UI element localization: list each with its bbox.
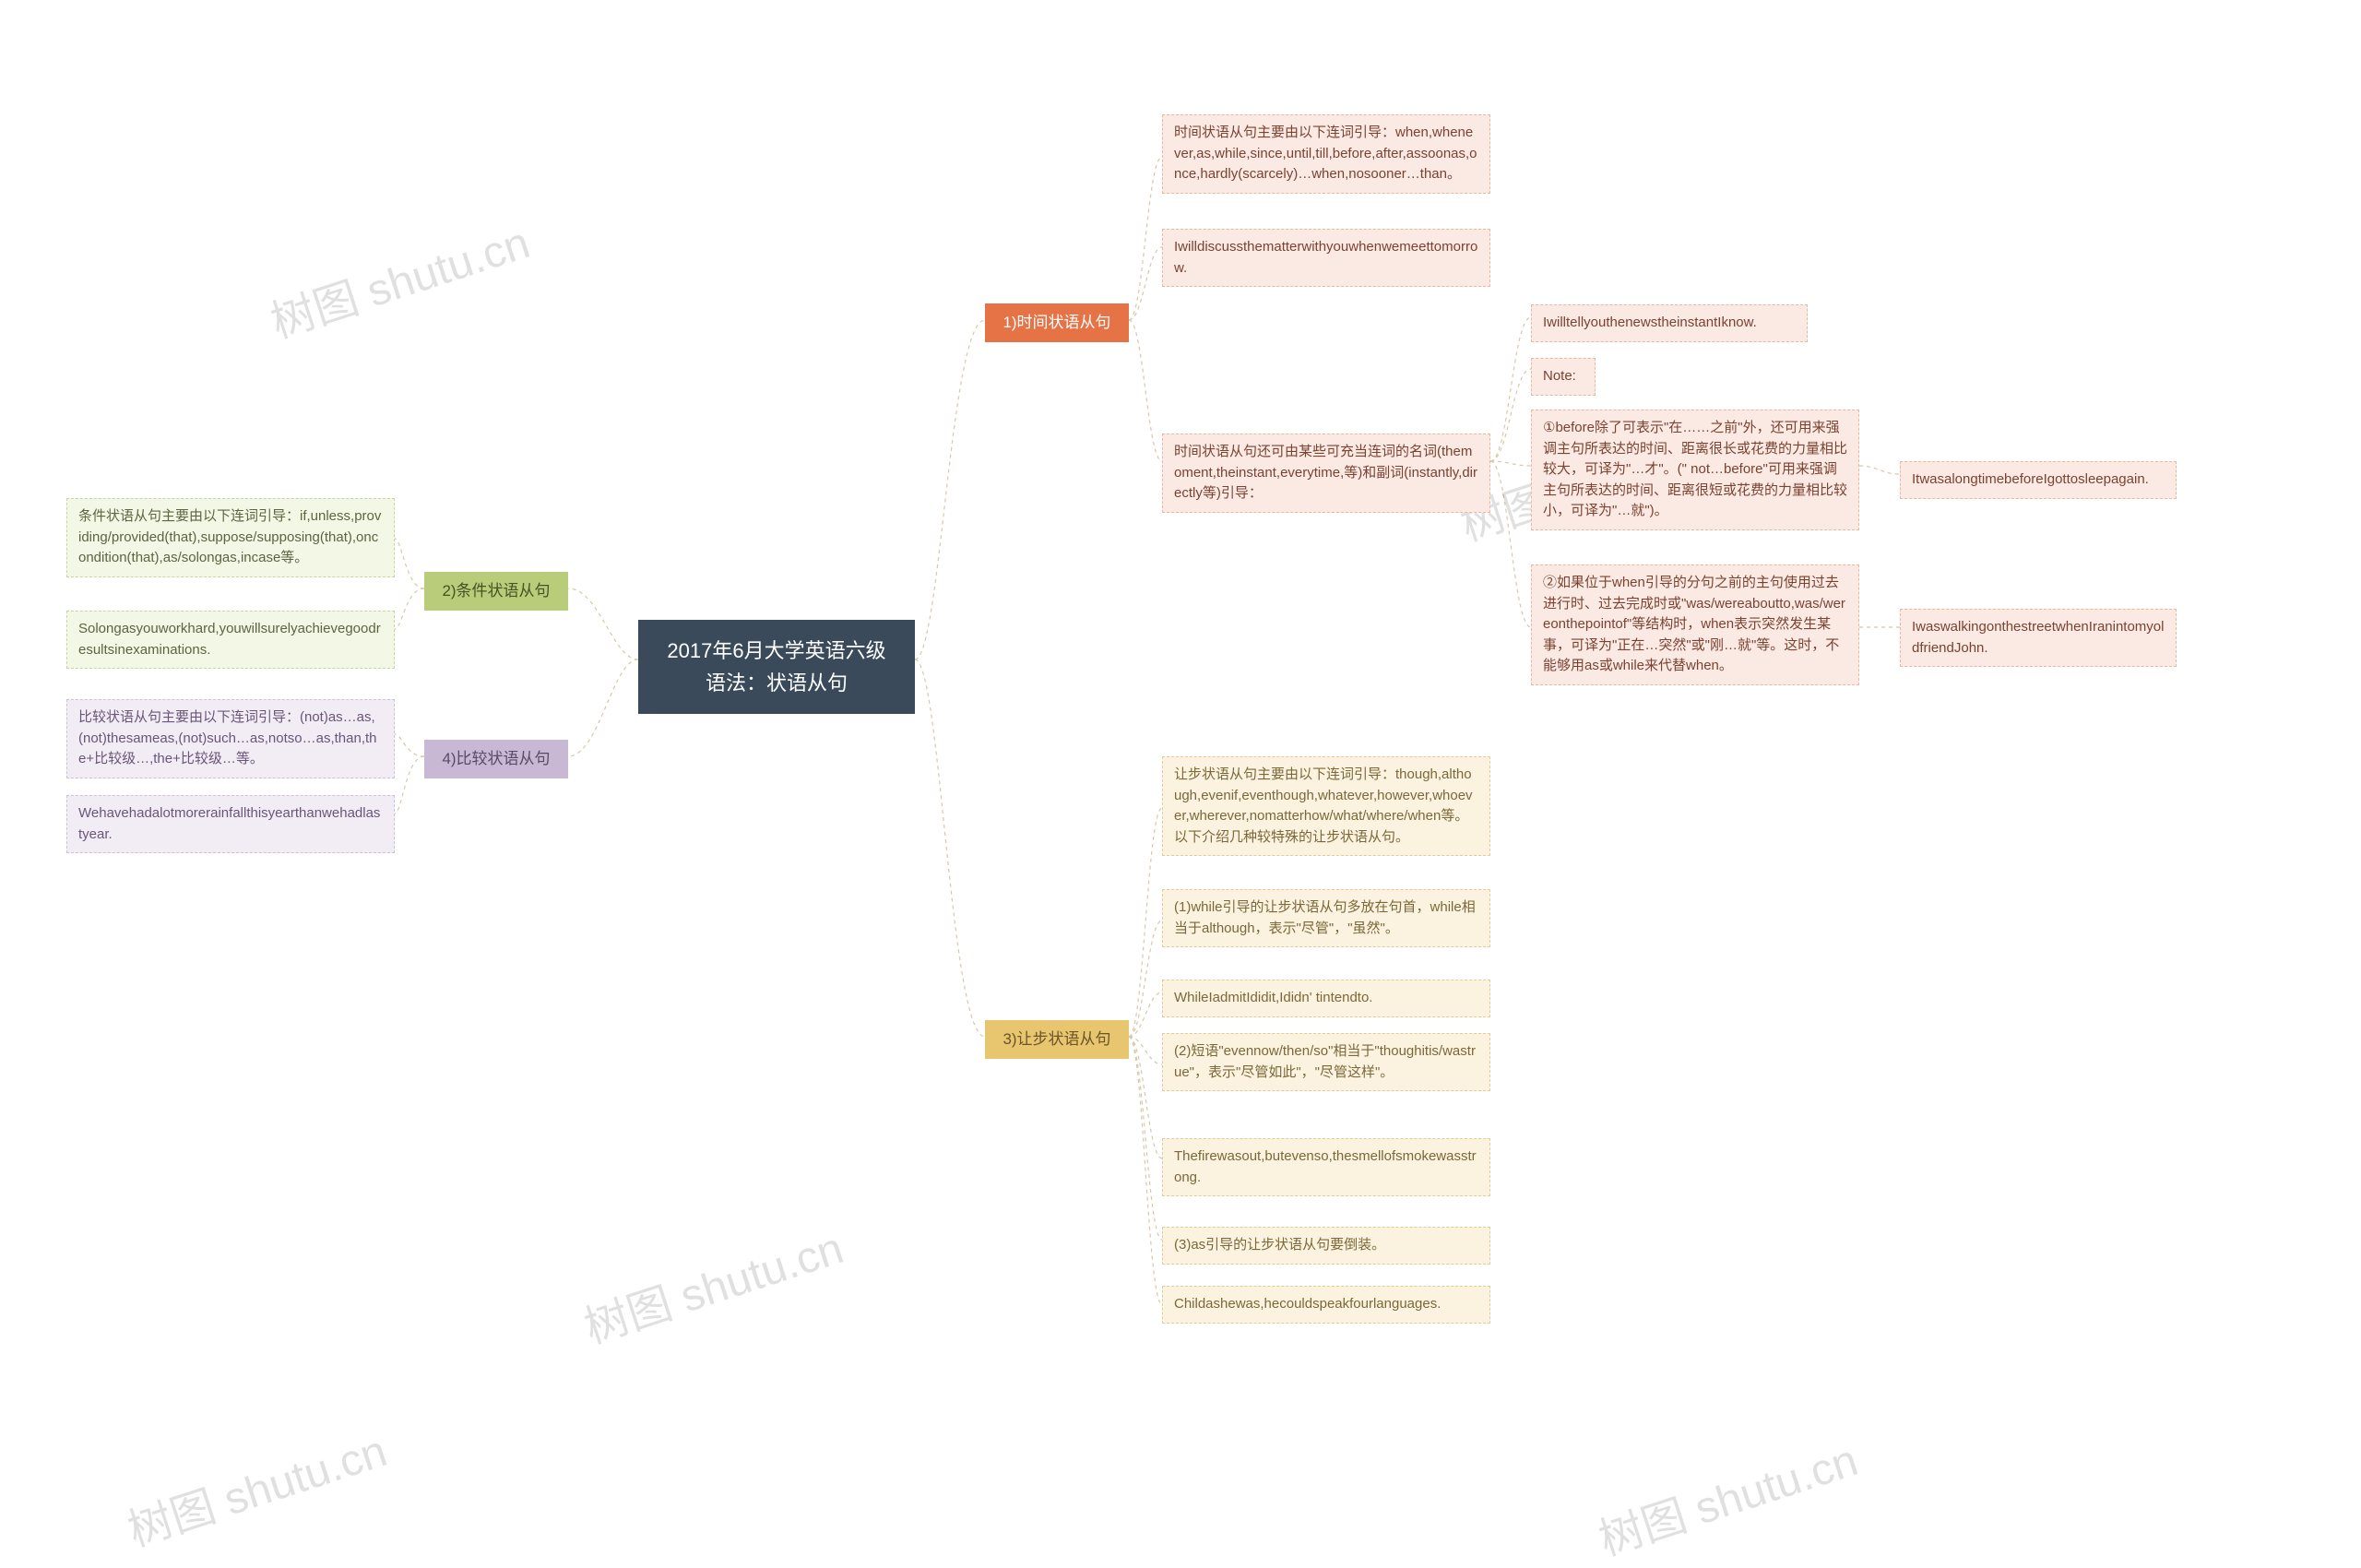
- leaf-time-intro: 时间状语从句主要由以下连词引导：when,whenever,as,while,s…: [1162, 114, 1490, 194]
- watermark: 树图 shutu.cn: [118, 1415, 393, 1559]
- root-node: 2017年6月大学英语六级语法：状语从句: [638, 620, 915, 714]
- leaf-time-before: ①before除了可表示"在……之前"外，还可用来强调主句所表达的时间、距离很长…: [1531, 410, 1859, 530]
- branch-concession: 3)让步状语从句: [985, 1020, 1129, 1059]
- leaf-conc-as-ex: Childashewas,hecouldspeakfourlanguages.: [1162, 1286, 1490, 1324]
- branch-comparison: 4)比较状语从句: [424, 740, 568, 778]
- leaf-time-when-ex: IwaswalkingonthestreetwhenIranintomyoldf…: [1900, 609, 2177, 667]
- branch-condition: 2)条件状语从句: [424, 572, 568, 611]
- watermark: 树图 shutu.cn: [261, 207, 536, 350]
- leaf-time-before-ex: ItwasalongtimebeforeIgottosleepagain.: [1900, 461, 2177, 499]
- watermark: 树图 shutu.cn: [575, 1212, 849, 1356]
- leaf-conc-even: (2)短语"evennow/then/so"相当于"thoughitis/was…: [1162, 1033, 1490, 1091]
- leaf-time-ex1: Iwilldiscussthematterwithyouwhenwemeetto…: [1162, 229, 1490, 287]
- leaf-comp-intro: 比较状语从句主要由以下连词引导：(not)as…as,(not)thesamea…: [66, 699, 395, 778]
- leaf-comp-ex: Wehavehadalotmorerainfallthisyearthanweh…: [66, 795, 395, 853]
- leaf-conc-while-ex: WhileIadmitIdidit,Ididn' tintendto.: [1162, 980, 1490, 1017]
- leaf-time-when: ②如果位于when引导的分句之前的主句使用过去进行时、过去完成时或"was/we…: [1531, 564, 1859, 685]
- branch-time: 1)时间状语从句: [985, 303, 1129, 342]
- leaf-cond-intro: 条件状语从句主要由以下连词引导：if,unless,providing/prov…: [66, 498, 395, 577]
- watermark: 树图 shutu.cn: [1589, 1424, 1864, 1568]
- leaf-conc-as: (3)as引导的让步状语从句要倒装。: [1162, 1227, 1490, 1265]
- leaf-conc-even-ex: Thefirewasout,butevenso,thesmellofsmokew…: [1162, 1138, 1490, 1196]
- leaf-time-noun: 时间状语从句还可由某些可充当连词的名词(themoment,theinstant…: [1162, 434, 1490, 513]
- leaf-time-instant: IwilltellyouthenewstheinstantIknow.: [1531, 304, 1808, 342]
- leaf-time-note: Note:: [1531, 358, 1596, 396]
- leaf-conc-while: (1)while引导的让步状语从句多放在句首，while相当于although，…: [1162, 889, 1490, 947]
- leaf-cond-ex: Solongasyouworkhard,youwillsurelyachieve…: [66, 611, 395, 669]
- leaf-conc-intro: 让步状语从句主要由以下连词引导：though,although,evenif,e…: [1162, 756, 1490, 856]
